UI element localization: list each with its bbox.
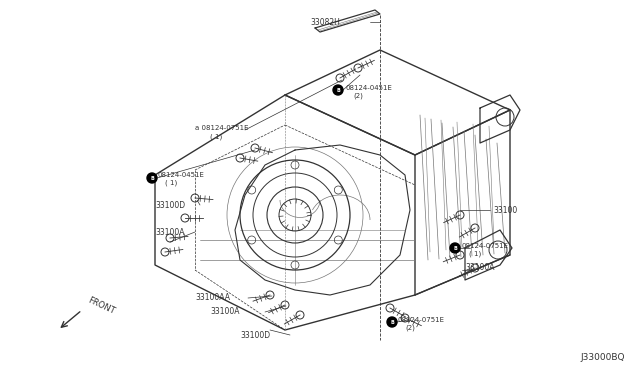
Circle shape — [333, 85, 343, 95]
Text: (2): (2) — [353, 93, 363, 99]
Circle shape — [450, 243, 460, 253]
Text: 33100AA: 33100AA — [195, 294, 230, 302]
Text: a 08124-0751E: a 08124-0751E — [195, 125, 248, 131]
Text: ( 1): ( 1) — [210, 134, 222, 140]
Text: 08124-0751E: 08124-0751E — [398, 317, 445, 323]
Circle shape — [147, 173, 157, 183]
Text: 33100D: 33100D — [240, 330, 270, 340]
Circle shape — [387, 317, 397, 327]
Text: 33100A: 33100A — [210, 308, 239, 317]
Text: (2): (2) — [405, 325, 415, 331]
Text: 33100: 33100 — [493, 205, 517, 215]
Text: J33000BQ: J33000BQ — [580, 353, 625, 362]
Text: 08124-0451E: 08124-0451E — [158, 172, 205, 178]
Text: B: B — [150, 176, 154, 180]
Text: B: B — [453, 246, 457, 250]
Text: ( 1): ( 1) — [165, 180, 177, 186]
Text: ( 1): ( 1) — [469, 251, 481, 257]
Text: 33082H: 33082H — [310, 17, 340, 26]
Text: 08124-0451E: 08124-0451E — [345, 85, 392, 91]
Text: 08124-0751E: 08124-0751E — [462, 243, 509, 249]
Text: 33100D: 33100D — [155, 201, 185, 209]
Text: FRONT: FRONT — [86, 296, 116, 316]
Text: 33100A: 33100A — [155, 228, 184, 237]
Text: B: B — [390, 320, 394, 324]
Text: B: B — [336, 87, 340, 93]
Text: 33100A: 33100A — [465, 263, 495, 273]
